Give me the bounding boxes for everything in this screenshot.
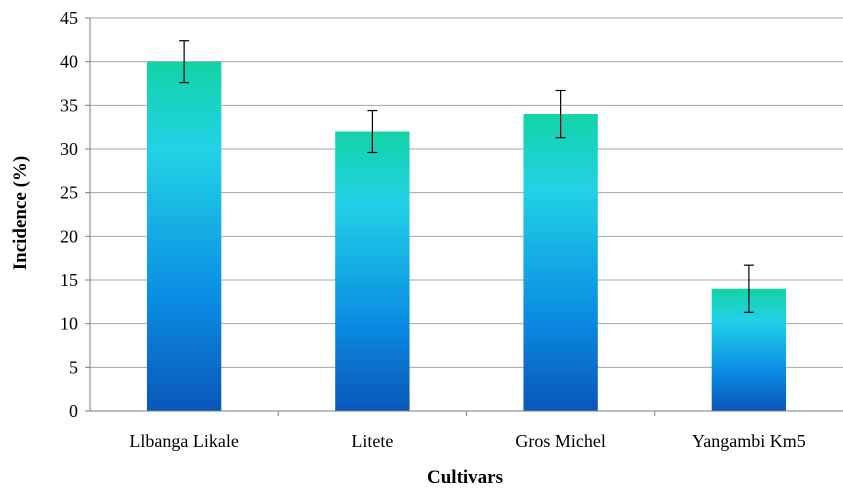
bar: [335, 131, 410, 412]
x-tick-label: Yangambi Km5: [692, 431, 806, 451]
y-tick-label: 25: [60, 183, 78, 203]
y-tick-label: 15: [60, 270, 78, 290]
y-tick-label: 20: [60, 226, 78, 246]
y-tick-label: 45: [60, 8, 78, 28]
y-tick-label: 0: [69, 401, 78, 421]
y-tick-label: 10: [60, 314, 78, 334]
bars: [146, 40, 787, 412]
y-tick-label: 5: [69, 357, 78, 377]
x-tick-label: Gros Michel: [515, 431, 605, 451]
y-tick-label: 35: [60, 95, 78, 115]
labels: 0 5 10 15 20 25 30 35 40 45 Llbanga Likale Litete Gr…: [60, 8, 806, 451]
bar: [523, 114, 598, 412]
y-axis-title: Incidence (%): [10, 156, 31, 271]
x-axis-title: Cultivars: [427, 467, 503, 488]
x-tick-label: Llbanga Likale: [129, 431, 238, 451]
x-tick-label: Litete: [351, 431, 393, 451]
bar: [146, 61, 222, 412]
y-tick-label: 30: [60, 139, 78, 159]
axes: [85, 17, 843, 416]
y-tick-label: 40: [60, 52, 78, 72]
